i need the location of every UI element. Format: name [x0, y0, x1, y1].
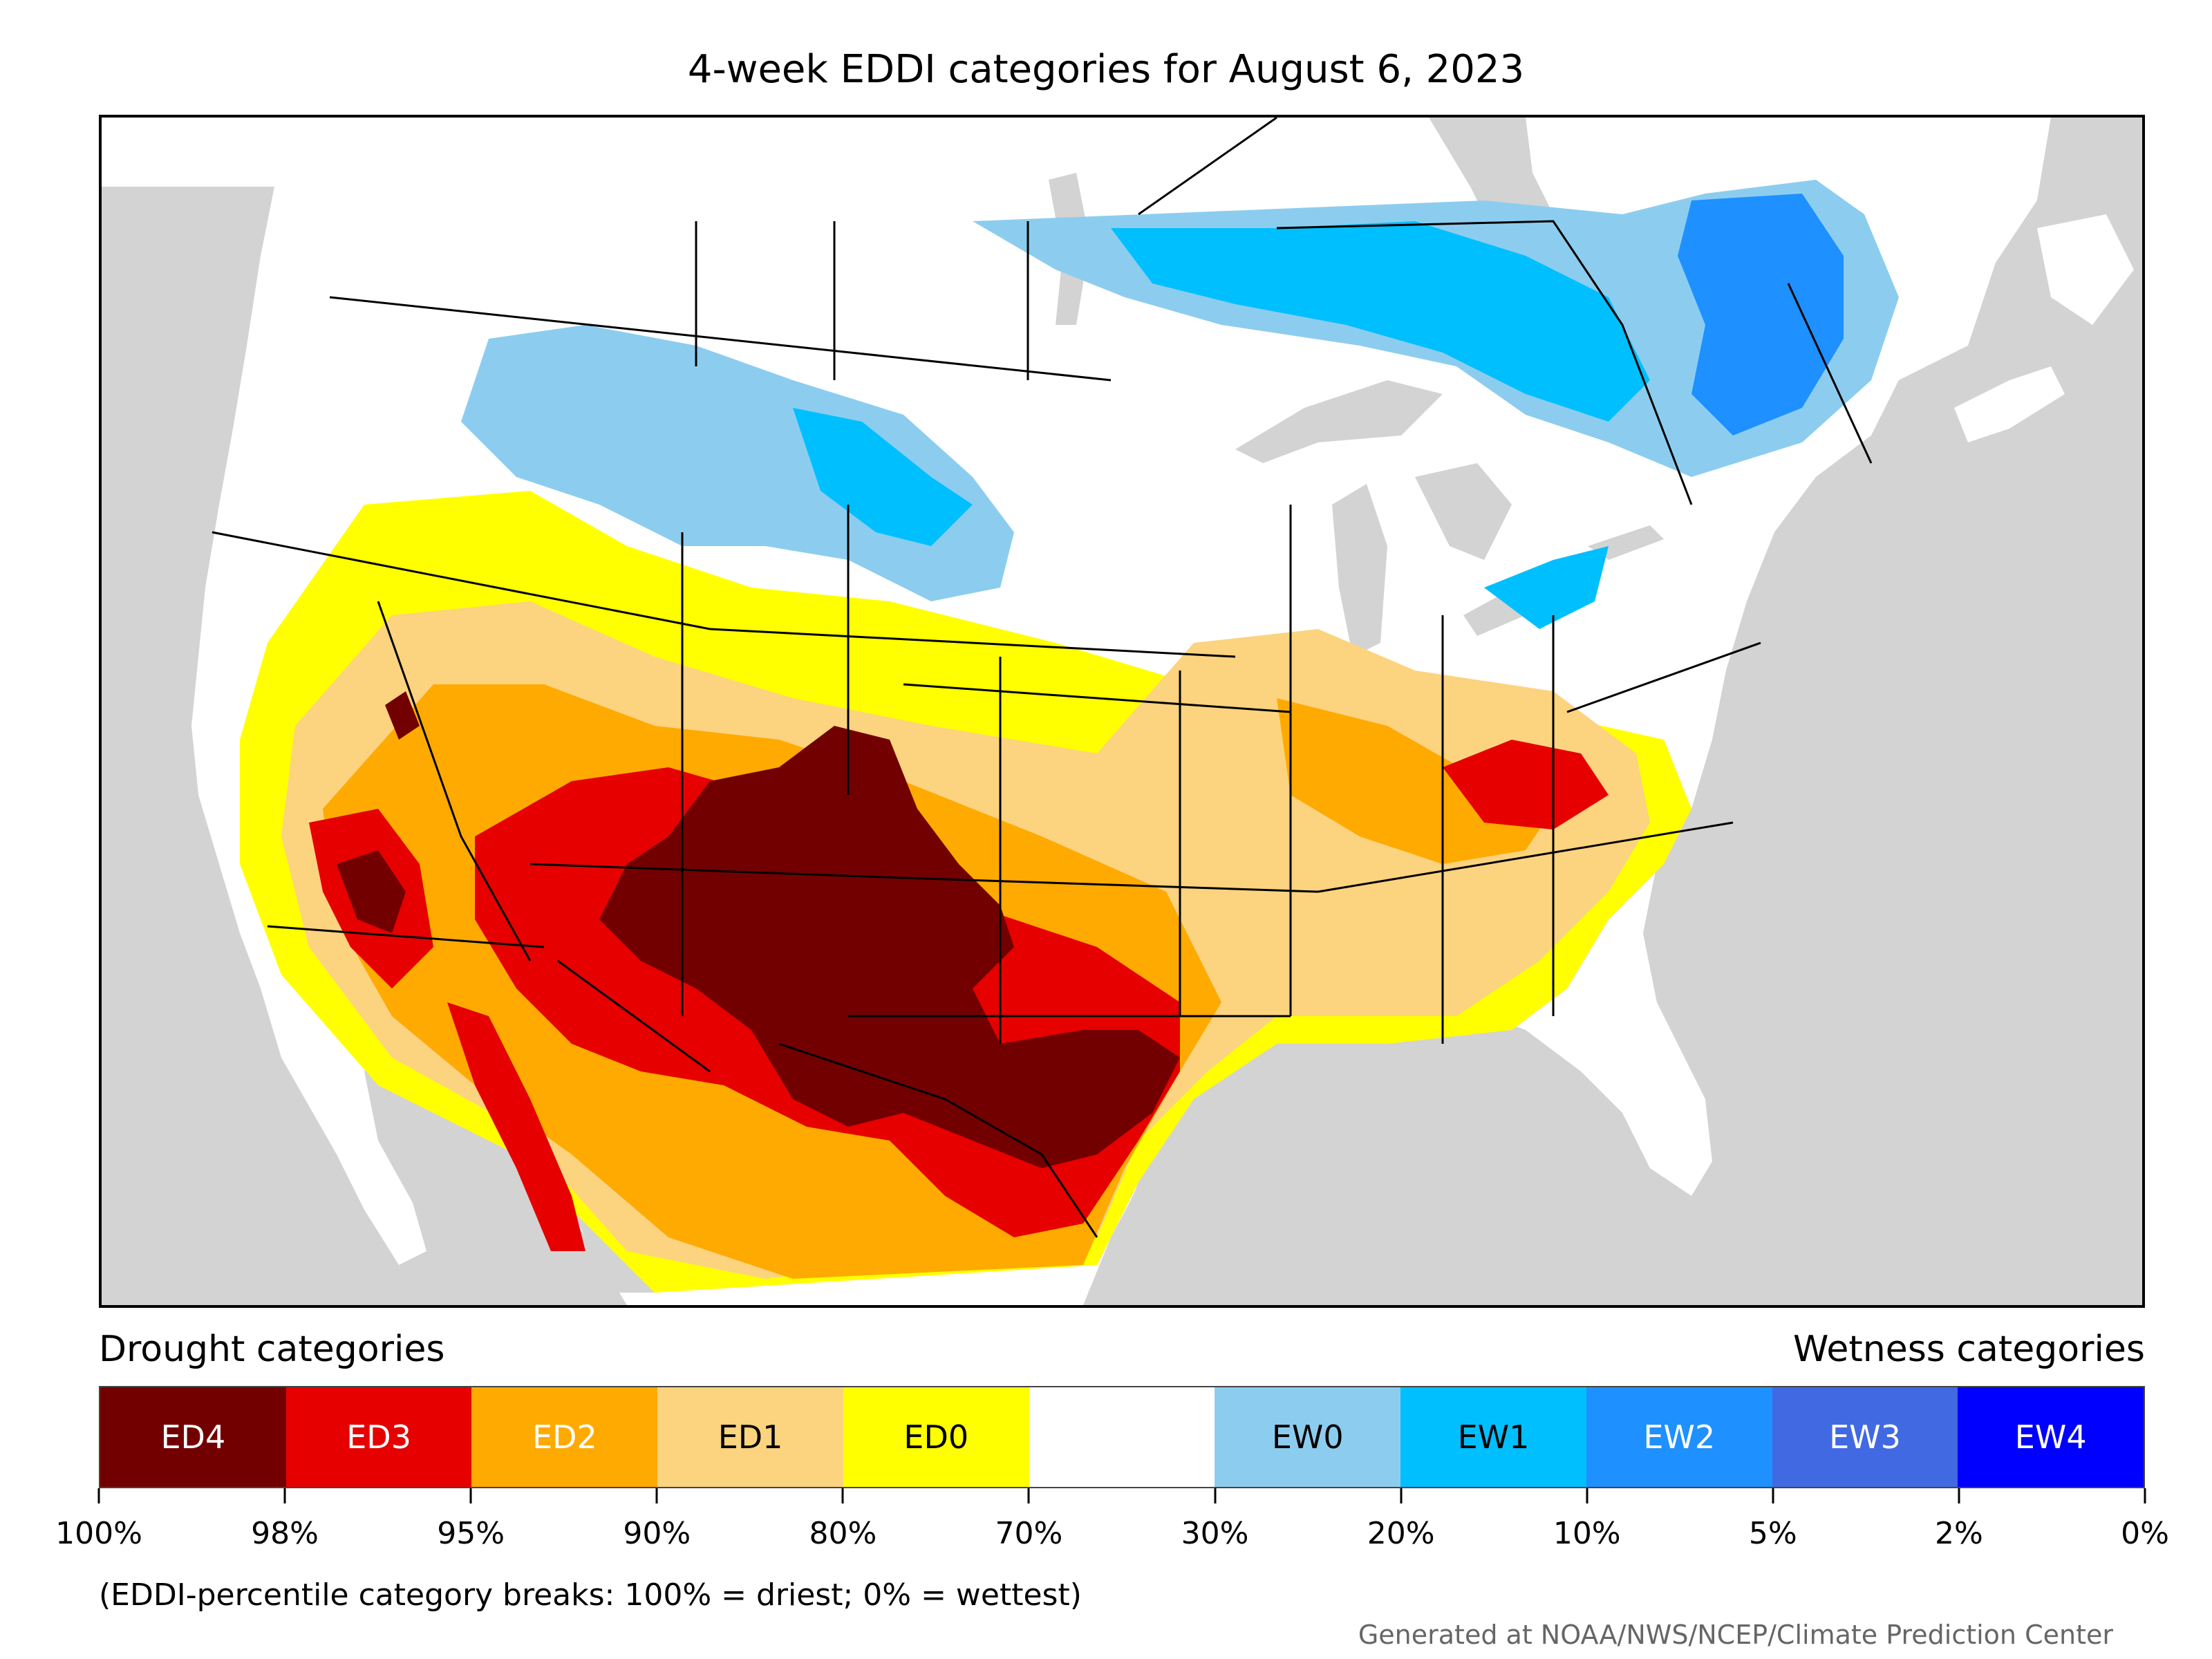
- category-swatch-ew1: EW1: [1400, 1387, 1586, 1487]
- tick-mark: [1400, 1488, 1403, 1503]
- percentile-ticks: 100% 98% 95% 90% 80% 70% 30% 20% 10% 5% 2% 0%: [55, 1488, 2169, 1557]
- tick-mark: [2144, 1488, 2146, 1503]
- category-swatch-ew0: EW0: [1215, 1387, 1401, 1487]
- category-swatch-ew2: EW2: [1586, 1387, 1772, 1487]
- gulf-of-mexico: [1083, 1065, 1691, 1305]
- category-swatch-ew4: EW4: [1958, 1387, 2144, 1487]
- lake-superior: [1235, 380, 1443, 463]
- tick-mark: [1772, 1488, 1774, 1503]
- tick-label: 95%: [437, 1516, 505, 1551]
- tick-mark: [1214, 1488, 1217, 1503]
- wetness-categories-heading: Wetness categories: [1793, 1329, 2145, 1370]
- region-ew1-rockies: [793, 408, 973, 546]
- tick-mark: [97, 1488, 100, 1503]
- drought-categories-heading: Drought categories: [99, 1329, 445, 1370]
- nova-scotia: [1954, 366, 2065, 442]
- tick-mark: [1958, 1488, 1960, 1503]
- category-swatch-neutral: [1029, 1387, 1215, 1487]
- tick-label: 0%: [2121, 1516, 2169, 1551]
- tick-label: 100%: [55, 1516, 142, 1551]
- category-swatch-ed4: ED4: [100, 1387, 286, 1487]
- tick-label: 98%: [251, 1516, 319, 1551]
- region-ed4-nevada: [385, 691, 420, 740]
- map-panel: [99, 115, 2145, 1308]
- lake-huron: [1415, 463, 1512, 560]
- region-ed4: [599, 726, 1180, 1168]
- region-ew1-lakes: [1484, 546, 1609, 629]
- tick-label: 30%: [1181, 1516, 1249, 1551]
- tick-label: 5%: [1748, 1516, 1797, 1551]
- tick-mark: [469, 1488, 472, 1503]
- region-ew2-quebec: [1678, 194, 1844, 435]
- category-colorbar: ED4 ED3 ED2 ED1 ED0 EW0 EW1 EW2 EW3 EW4: [99, 1386, 2145, 1488]
- eddi-map: [102, 118, 2142, 1305]
- credit-line: Generated at NOAA/NWS/NCEP/Climate Predi…: [1358, 1620, 2113, 1650]
- category-swatch-ed0: ED0: [843, 1387, 1029, 1487]
- category-swatch-ed1: ED1: [657, 1387, 843, 1487]
- region-ed3-baja: [447, 1002, 585, 1251]
- tick-mark: [1586, 1488, 1588, 1503]
- tick-label: 2%: [1935, 1516, 1983, 1551]
- category-breaks-note: (EDDI-percentile category breaks: 100% =…: [99, 1577, 1082, 1613]
- tick-label: 10%: [1553, 1516, 1621, 1551]
- region-ew1-north: [1111, 221, 1650, 422]
- tick-mark: [841, 1488, 844, 1503]
- tick-mark: [1027, 1488, 1030, 1503]
- region-ed3-ohio: [1443, 740, 1609, 830]
- category-swatch-ed2: ED2: [471, 1387, 658, 1487]
- tick-mark: [655, 1488, 658, 1503]
- region-ed4-california: [337, 850, 406, 933]
- tick-mark: [283, 1488, 286, 1503]
- tick-label: 20%: [1367, 1516, 1435, 1551]
- newfoundland: [2037, 214, 2134, 325]
- lake-michigan: [1332, 484, 1387, 657]
- category-swatch-ew3: EW3: [1772, 1387, 1958, 1487]
- map-title: 4-week EDDI categories for August 6, 202…: [687, 47, 1525, 92]
- category-swatch-ed3: ED3: [285, 1387, 472, 1487]
- tick-label: 80%: [809, 1516, 877, 1551]
- tick-label: 70%: [995, 1516, 1063, 1551]
- tick-label: 90%: [623, 1516, 691, 1551]
- state-borders: [212, 118, 1873, 1238]
